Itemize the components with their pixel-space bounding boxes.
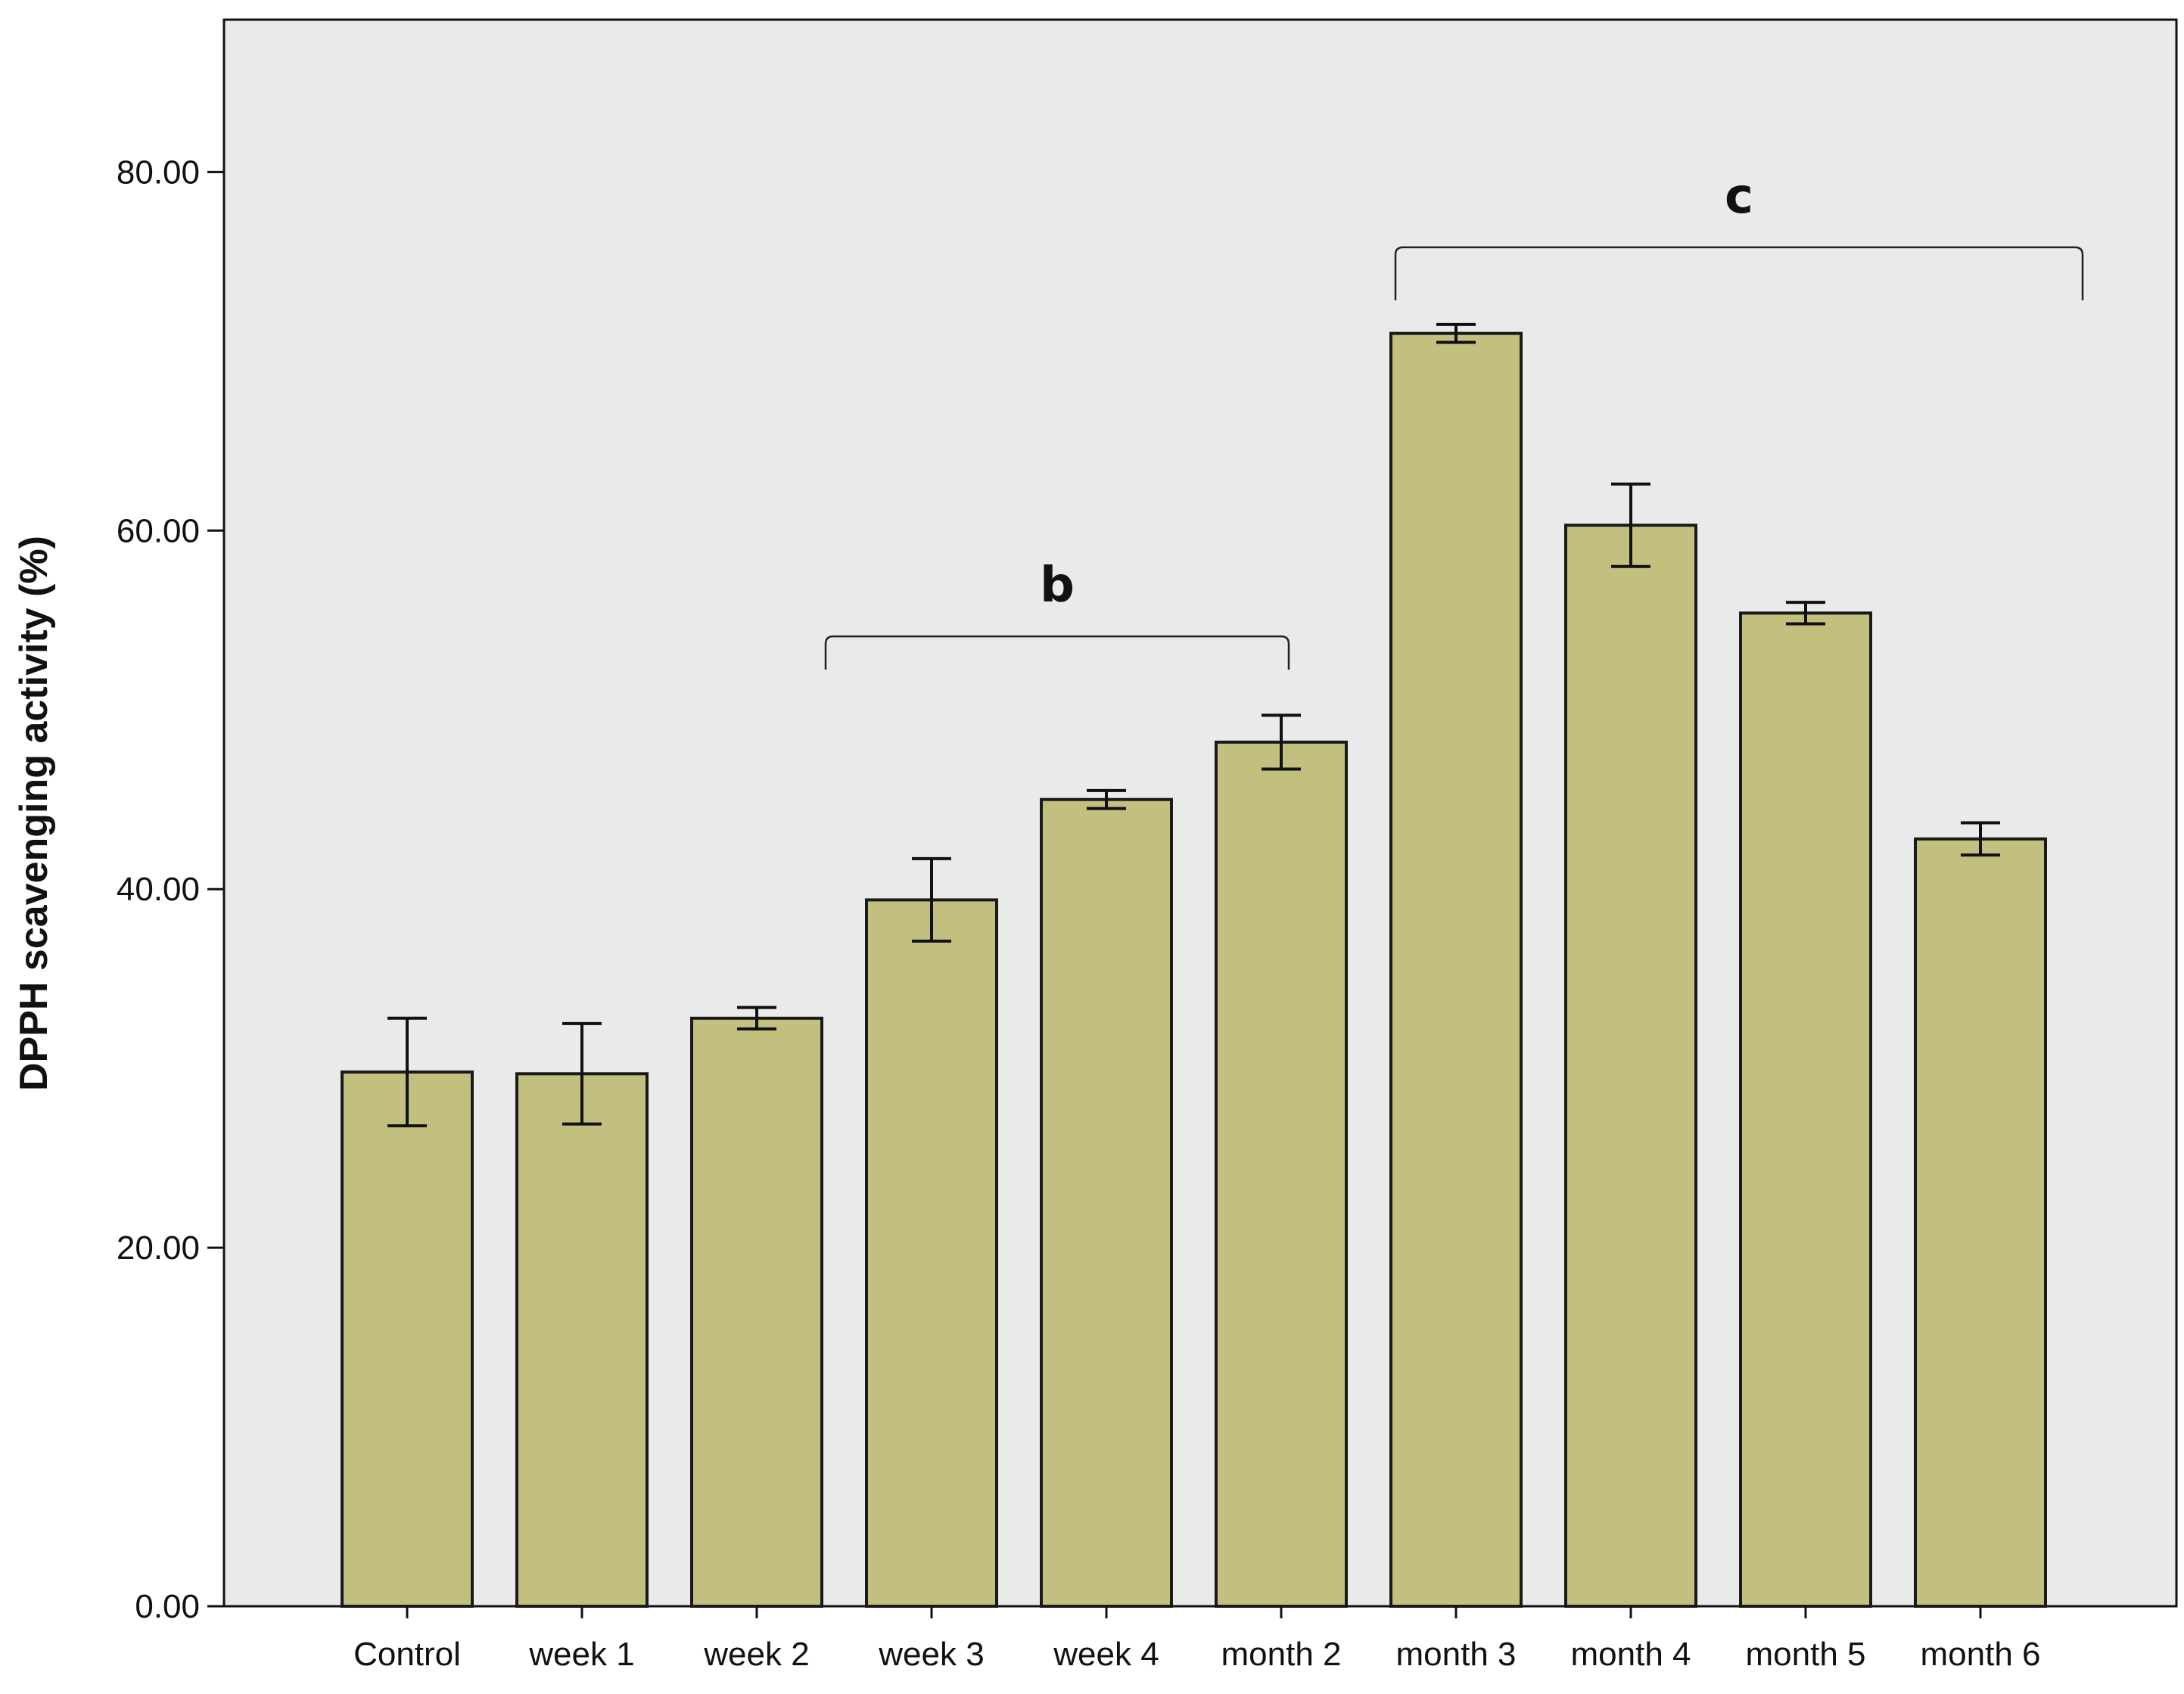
significance-label-c: c	[1725, 169, 1753, 225]
error-bars-layer	[387, 322, 2000, 1127]
significance-bracket-c	[1394, 246, 2084, 300]
bar-week-4	[1040, 797, 1173, 1608]
error-bar-week-3	[912, 856, 951, 943]
significance-bracket-b	[824, 635, 1290, 670]
significance-label-b: b	[1040, 558, 1075, 614]
error-bar-month-6	[1961, 821, 2000, 857]
error-bar-month-4	[1611, 482, 1650, 568]
error-bar-month-2	[1262, 713, 1301, 771]
bars-layer	[341, 331, 2047, 1609]
bar-month-3	[1389, 331, 1523, 1608]
error-bar-control	[387, 1016, 427, 1127]
x-tick-label: week 2	[703, 1636, 809, 1673]
bar-control	[341, 1070, 474, 1608]
x-tick-label: week 3	[878, 1636, 984, 1673]
y-tick-label: 80.00	[117, 154, 200, 191]
bar-month-5	[1739, 611, 1872, 1609]
x-tick-label: week 1	[528, 1636, 634, 1673]
x-tick-label: month 5	[1746, 1636, 1866, 1673]
y-tick-label: 40.00	[117, 871, 200, 908]
annotation-layer: bc	[824, 169, 2084, 670]
bar-month-6	[1914, 837, 2047, 1609]
bar-week-1	[515, 1072, 649, 1608]
error-bar-month-3	[1436, 322, 1476, 344]
bar-month-4	[1564, 524, 1697, 1608]
y-tick-label: 0.00	[135, 1588, 200, 1625]
x-tick-label: week 4	[1053, 1636, 1159, 1673]
bar-month-2	[1215, 740, 1348, 1609]
x-tick-label: month 4	[1571, 1636, 1691, 1673]
error-bar-month-5	[1786, 601, 1825, 626]
x-tick-label: month 6	[1921, 1636, 2041, 1673]
y-tick-label: 60.00	[117, 512, 200, 549]
error-bar-week-2	[737, 1006, 776, 1031]
error-bar-week-4	[1087, 788, 1126, 810]
x-tick-label: month 2	[1221, 1636, 1342, 1673]
x-tick-label: month 3	[1396, 1636, 1517, 1673]
error-bar-week-1	[562, 1021, 602, 1126]
bar-week-3	[865, 898, 998, 1608]
y-axis-label: DPPH scavenging activity (%)	[12, 536, 56, 1091]
bar-week-2	[690, 1016, 823, 1608]
x-tick-label: Control	[353, 1636, 461, 1673]
y-tick-label: 20.00	[117, 1229, 200, 1267]
axes-layer: 0.00 20.00 40.00 60.00 80.00 Control week 1 wee…	[117, 154, 2041, 1673]
